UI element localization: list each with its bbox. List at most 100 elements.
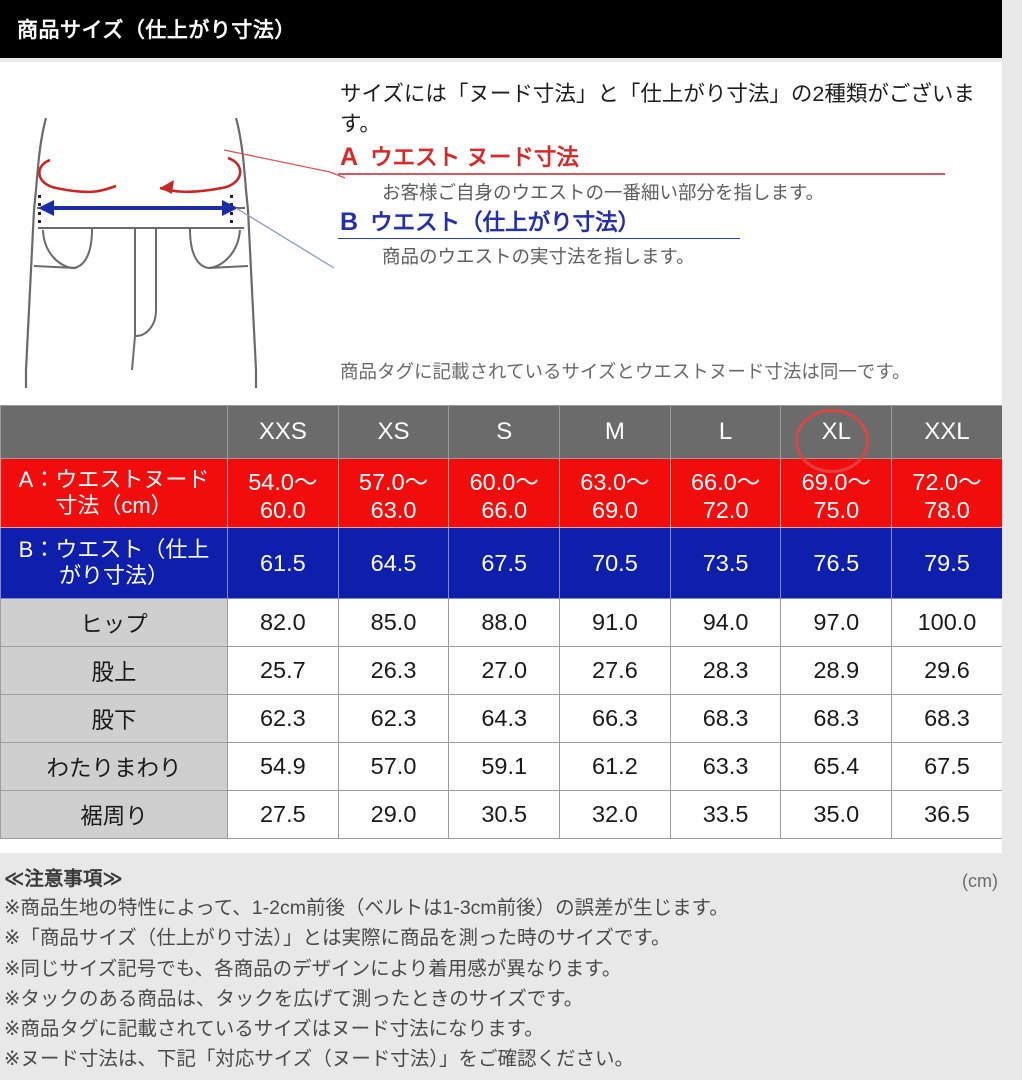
table-cell: 70.5 [559,527,671,599]
table-cell: 28.9 [780,646,893,695]
table-cell: 27.5 [227,790,339,839]
table-cell: 97.0 [780,598,893,647]
table-cell: 79.5 [891,527,1003,599]
row-label: 股下 [0,694,228,743]
table-cell: 32.0 [559,790,671,839]
table-cell: 76.5 [780,527,893,599]
table-cell: 67.5 [448,527,561,599]
table-corner-cell [0,405,228,459]
entry-a-description: お客様ご自身のウエストの一番細い部分を指します。 [382,181,825,203]
size-table-header-row: XXS XS S M L XL XXL [0,405,1003,459]
table-cell: 33.5 [669,790,782,839]
table-cell: 68.3 [780,694,893,743]
note-line: ※「商品サイズ（仕上がり寸法）」とは実際に商品を測った時のサイズです。 [4,927,671,950]
info-right-gutter [1002,58,1022,405]
note-line: ※タックのある商品は、タックを広げて測ったときのサイズです。 [4,987,584,1010]
table-cell: 57.0 [337,742,450,791]
table-cell: 69.0〜 75.0 [780,458,893,528]
table-cell: 68.3 [669,694,782,743]
notes-title: ≪注意事項≫ [4,868,123,890]
banner-right-gutter [1002,0,1022,58]
table-cell: 62.3 [337,694,450,743]
table-cell: 25.7 [227,646,339,695]
table-cell: 65.4 [780,742,893,791]
table-cell: 30.5 [448,790,561,839]
table-cell: 57.0〜 63.0 [337,458,450,528]
explanation-entry-b: B ウエスト（仕上がり寸法） 商品のウエストの実寸法を指します。 [338,207,995,269]
table-row: 股上 25.7 26.3 27.0 27.6 28.3 28.9 29.6 [0,646,1003,695]
table-cell: 94.0 [669,598,782,647]
table-cell: 67.5 [891,742,1003,791]
row-label: ヒップ [0,598,228,647]
table-cell: 27.0 [448,646,561,695]
table-cell: 68.3 [891,694,1003,743]
entry-b-underline [338,237,740,240]
table-row: わたりまわり 54.9 57.0 59.1 61.2 63.3 65.4 67.5 [0,742,1003,791]
table-row: 股下 62.3 62.3 64.3 66.3 68.3 68.3 68.3 [0,694,1003,743]
table-cell: 100.0 [891,598,1003,647]
explanation-lead: サイズには「ヌード寸法」と「仕上がり寸法」の2種類がございます。 [340,82,975,136]
table-cell: 64.5 [337,527,450,599]
product-tag-note: 商品タグに記載されているサイズとウエストヌード寸法は同一です。 [340,361,911,382]
table-right-gutter [1002,405,1022,853]
entry-a-letter: A [340,143,359,172]
size-table-body: A：ウエストヌード 寸法（cm） 54.0〜 60.0 57.0〜 63.0 60.0〜 66… [0,458,1003,839]
table-cell: 54.9 [227,742,339,791]
table-cell: 35.0 [780,790,893,839]
row-label: わたりまわり [0,742,228,791]
size-header-xs: XS [337,405,450,459]
note-line: ※ヌード寸法は、下記「対応サイズ（ヌード寸法）」をご確認ください。 [4,1048,635,1071]
table-cell: 82.0 [227,598,339,647]
table-cell: 26.3 [337,646,450,695]
table-cell: 61.5 [227,527,339,599]
size-header-l: L [669,405,782,459]
entry-b-letter: B [340,207,359,236]
table-cell: 29.6 [891,646,1003,695]
table-cell: 60.0〜 66.0 [448,458,561,528]
table-cell: 66.0〜 72.0 [669,458,782,528]
notes-section: (cm) ≪注意事項≫ ※商品生地の特性によって、1-2cm前後（ベルトは1-3… [0,853,1022,1080]
size-table-container: XXS XS S M L XL XXL A：ウエストヌード 寸法（cm） 54.0〜 60.0 57… [0,405,1003,853]
row-label: 裾周り [0,790,228,839]
table-cell: 64.3 [448,694,561,743]
table-row: 裾周り 27.5 29.0 30.5 32.0 33.5 35.0 36.5 [0,790,1003,839]
measurement-explanation-panel: サイズには「ヌード寸法」と「仕上がり寸法」の2種類がございます。 A ウエスト … [0,62,1002,405]
table-cell: 62.3 [227,694,339,743]
table-row: A：ウエストヌード 寸法（cm） 54.0〜 60.0 57.0〜 63.0 60.0〜 66… [0,458,1003,528]
table-cell: 27.6 [559,646,671,695]
unit-label: (cm) [962,871,998,891]
note-line: ※商品タグに記載されているサイズはヌード寸法になります。 [4,1018,544,1041]
table-cell: 36.5 [891,790,1003,839]
size-header-s: S [448,405,561,459]
table-cell: 73.5 [669,527,782,599]
size-header-xxl: XXL [891,405,1003,459]
row-label: 股上 [0,646,228,695]
entry-b-title: ウエスト（仕上がり寸法） [370,209,641,235]
table-row: ヒップ 82.0 85.0 88.0 91.0 94.0 97.0 100.0 [0,598,1003,647]
table-row: B：ウエスト（仕上 がり寸法） 61.5 64.5 67.5 70.5 73.5 76.5 79… [0,527,1003,599]
table-cell: 54.0〜 60.0 [227,458,339,528]
page-title: 商品サイズ（仕上がり寸法） [17,19,296,42]
table-cell: 63.3 [669,742,782,791]
size-header-m: M [559,405,671,459]
row-label: A：ウエストヌード 寸法（cm） [0,458,228,528]
table-cell: 85.0 [337,598,450,647]
explanation-entry-a: A ウエスト ヌード寸法 お客様ご自身のウエストの一番細い部分を指します。 [338,143,995,204]
entry-b-description: 商品のウエストの実寸法を指します。 [382,246,695,268]
size-header-xl: XL [780,405,893,459]
pants-diagram-icon [24,117,258,388]
table-cell: 63.0〜 69.0 [559,458,671,528]
table-cell: 91.0 [559,598,671,647]
table-cell: 28.3 [669,646,782,695]
notes-list: ※商品生地の特性によって、1-2cm前後（ベルトは1-3cm前後）の誤差が生じま… [0,893,1022,1074]
note-line: ※商品生地の特性によって、1-2cm前後（ベルトは1-3cm前後）の誤差が生じま… [4,897,729,920]
table-cell: 61.2 [559,742,671,791]
size-table: XXS XS S M L XL XXL A：ウエストヌード 寸法（cm） 54.0〜 60.0 57… [0,405,1003,839]
entry-a-title: ウエスト ヌード寸法 [370,145,579,171]
page-header-banner: 商品サイズ（仕上がり寸法） [0,0,1002,58]
table-cell: 59.1 [448,742,561,791]
note-line: ※同じサイズ記号でも、各商品のデザインにより着用感が異なります。 [4,957,622,980]
row-label: B：ウエスト（仕上 がり寸法） [0,527,228,599]
table-cell: 29.0 [337,790,450,839]
